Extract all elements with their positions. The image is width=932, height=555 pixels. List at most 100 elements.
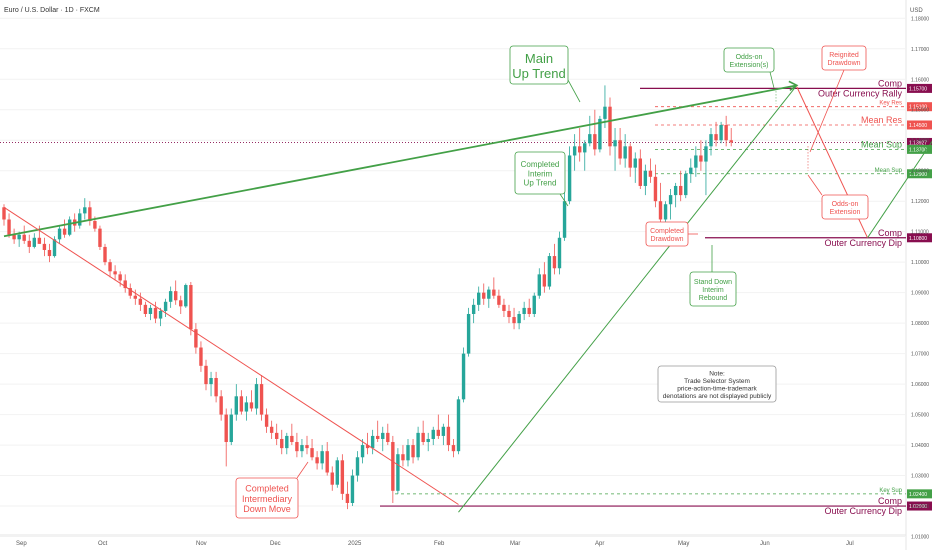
candle-body <box>113 271 117 275</box>
annotation-box <box>723 47 775 73</box>
candle-body <box>537 274 541 296</box>
price-tag-label: 1.15100 <box>909 105 927 111</box>
candle-body <box>7 219 11 235</box>
candle-body <box>416 432 420 458</box>
y-tick-label: 1.07000 <box>911 352 929 358</box>
annotation-pointer <box>809 69 845 153</box>
candle-body <box>679 185 683 196</box>
candle-body <box>567 155 572 202</box>
annotation-text: price-action-time-trademark <box>677 386 757 393</box>
candle-body <box>295 442 299 452</box>
annotation-pointer <box>807 174 823 196</box>
note-box: Note:Trade Selector Systemprice-action-t… <box>657 365 777 403</box>
candle-body <box>365 445 370 449</box>
candle-body <box>269 426 274 433</box>
candle-body <box>229 414 233 443</box>
candle-body <box>254 384 259 409</box>
x-tick-label: Jul <box>846 541 854 547</box>
candle-body <box>315 457 319 464</box>
candles <box>2 85 733 510</box>
level-label: Key Res <box>879 101 902 107</box>
price-tag <box>907 102 932 112</box>
candle-body <box>264 414 269 427</box>
level-label: Comp <box>878 228 902 238</box>
candle-body <box>194 329 198 348</box>
candle-body <box>512 317 516 324</box>
annotation-pointer <box>559 193 569 207</box>
candle-body <box>421 432 425 443</box>
annotation-text: Main <box>525 51 553 66</box>
y-tick-label: 1.05000 <box>911 413 929 419</box>
x-tick-label: Mar <box>510 541 520 547</box>
annotation-text: Trade Selector System <box>684 378 750 385</box>
candle-body <box>643 170 648 186</box>
x-tick-label: Dec <box>270 541 281 547</box>
candle-body <box>603 106 607 119</box>
annotation-text: Completed <box>521 160 560 169</box>
candle-body <box>27 240 31 247</box>
candle-body <box>275 432 279 439</box>
candle-body <box>98 228 102 247</box>
annotation-text: Extension(s) <box>730 62 769 69</box>
candle-body <box>714 134 718 141</box>
candle-body <box>17 234 21 240</box>
price-tag-label: 1.12900 <box>909 172 927 178</box>
candle-body <box>492 289 496 296</box>
candle-body <box>300 445 304 452</box>
candle-body <box>502 304 506 311</box>
candle-body <box>249 402 254 409</box>
price-tag-label: 1.14500 <box>909 123 927 129</box>
candle-body <box>471 304 476 314</box>
level-label-2: Outer Currency Dip <box>824 506 902 516</box>
annotation-text: Interim <box>702 287 724 294</box>
candle-body <box>158 310 163 319</box>
candle-body <box>219 396 223 415</box>
y-tick-label: 1.08000 <box>911 321 929 327</box>
candle-body <box>638 158 642 186</box>
y-axis: 1.18000 1.17000 1.16000 1.15000 1.14000 1.130… <box>911 16 929 540</box>
candle-body <box>719 124 723 141</box>
candle-body <box>618 140 622 159</box>
candle-body <box>694 155 698 168</box>
y-tick-label: 1.09000 <box>911 291 929 297</box>
candle-body <box>724 124 728 141</box>
candle-body <box>88 207 92 222</box>
annotation-box <box>514 151 566 195</box>
candle-body <box>214 378 218 397</box>
trendline-interim-rebound <box>867 140 932 239</box>
annotation-text: Reignited <box>829 52 859 59</box>
candle-body <box>386 432 390 443</box>
x-tick-label: Jun <box>760 541 770 547</box>
y-tick-label: 1.16000 <box>911 77 929 83</box>
candle-body <box>522 307 526 314</box>
candle-body <box>2 207 6 220</box>
x-tick-label: Apr <box>595 541 604 547</box>
candle-body <box>244 402 249 412</box>
y-tick-label: 1.12000 <box>911 199 929 205</box>
candle-body <box>593 134 597 150</box>
price-tag <box>907 489 932 499</box>
candle-body <box>396 454 400 491</box>
y-tick-label: 1.14000 <box>911 138 929 144</box>
x-tick-label: 2025 <box>348 541 362 547</box>
candle-body <box>335 460 339 485</box>
annotation-text: Odds-on <box>832 201 859 208</box>
y-tick-label: 1.17000 <box>911 47 929 53</box>
trendline-intermediary-down <box>3 206 459 505</box>
candle-body <box>128 288 132 296</box>
candle-body <box>441 426 446 436</box>
candle-body <box>325 451 329 473</box>
candle-body <box>320 451 324 464</box>
price-tag-label: 1.15700 <box>909 86 927 92</box>
candle-body <box>527 307 531 314</box>
candle-body <box>436 429 440 436</box>
candle-body <box>153 307 158 319</box>
candle-body <box>613 140 617 147</box>
candle-body <box>259 384 264 415</box>
candle-body <box>83 207 87 214</box>
price-tag <box>907 233 932 243</box>
